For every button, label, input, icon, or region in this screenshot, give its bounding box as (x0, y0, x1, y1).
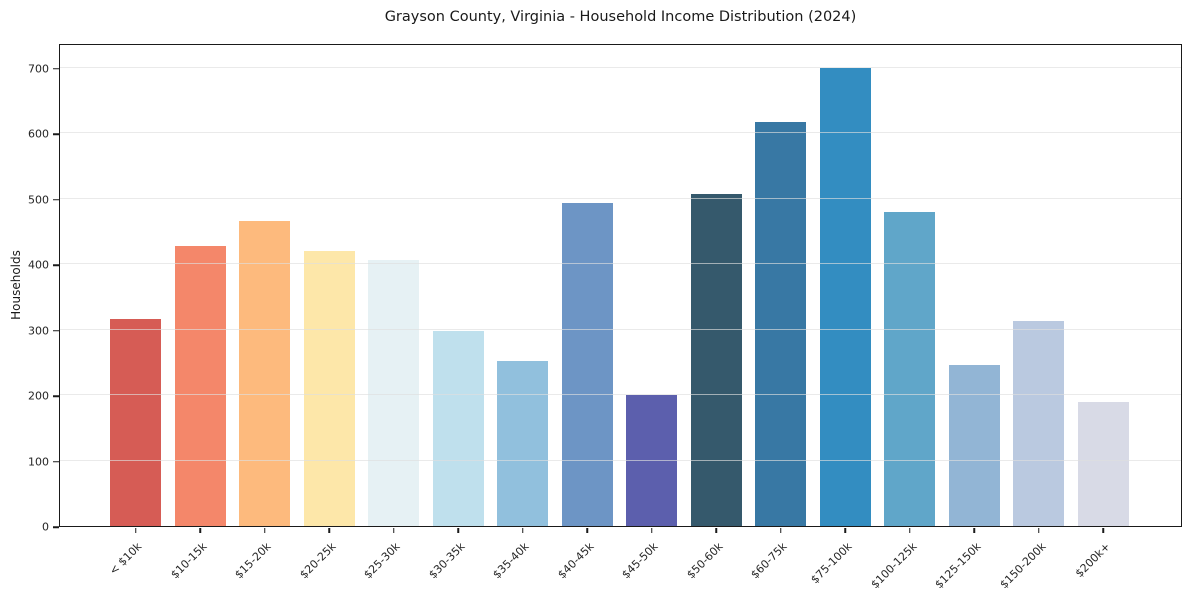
bar (174, 245, 226, 526)
x-tick-mark (521, 527, 524, 533)
x-tick-label: $10-15k (167, 540, 210, 582)
bar-slot: $25-30k (362, 45, 420, 581)
x-tick-mark (134, 527, 137, 533)
y-tick-mark (53, 329, 59, 332)
x-tick-mark (844, 527, 847, 533)
bar-slot: $50-60k (684, 45, 742, 581)
y-tick-label: 400 (28, 258, 49, 272)
y-tick-mark (53, 133, 59, 135)
bar (819, 67, 871, 526)
bar-slot: $150-200k (997, 45, 1065, 590)
x-tick-label: $50-60k (684, 540, 726, 582)
x-tick-mark (199, 527, 201, 533)
x-tick-mark (1102, 527, 1105, 533)
x-tick-label: $30-35k (426, 540, 468, 582)
y-tick-label: 500 (28, 193, 49, 207)
x-tick-mark (457, 527, 459, 533)
bar (432, 330, 484, 526)
x-tick-label: $20-25k (297, 540, 339, 582)
x-tick-label: $45-50k (619, 540, 661, 582)
y-tick-label: 100 (28, 455, 49, 468)
bar-slot: $45-50k (620, 45, 678, 581)
x-tick-label: < $10k (107, 540, 145, 578)
bar (1077, 401, 1129, 526)
bar-slot: $200k+ (1073, 45, 1129, 580)
y-tick-mark (53, 264, 59, 266)
x-tick-label: $25-30k (361, 540, 403, 582)
bar-slot: $75-100k (808, 45, 871, 586)
y-tick-mark (53, 526, 59, 528)
x-tick-mark (263, 527, 266, 533)
bar (884, 211, 936, 526)
y-tick-mark (53, 198, 59, 201)
y-tick-label: 600 (28, 127, 49, 141)
bar (755, 122, 807, 526)
x-tick-label: $40-45k (555, 540, 597, 582)
y-tick-mark (53, 460, 59, 463)
bar-slot: $60-75k (749, 45, 807, 581)
x-tick-mark (973, 527, 976, 533)
bar (110, 318, 161, 526)
bar-slot: $35-40k (491, 45, 549, 581)
chart-title: Grayson County, Virginia - Household Inc… (384, 9, 857, 25)
bars-container: < $10k $10-15k $15-20k $20-25k $25-30k $30-35… (107, 45, 1129, 590)
bar (368, 260, 420, 526)
bar-slot: $125-150k (932, 45, 1000, 590)
x-tick-mark (780, 527, 782, 533)
y-tick-label: 200 (28, 389, 49, 403)
bar (690, 194, 742, 526)
bar-slot: $30-35k (426, 45, 484, 581)
x-tick-label: $15-20k (232, 540, 274, 582)
x-tick-mark (909, 527, 911, 533)
bar (497, 361, 549, 526)
bar (948, 364, 1000, 526)
bar-slot: < $10k (107, 45, 161, 578)
x-tick-label: $75-100k (808, 540, 855, 587)
y-tick-mark (53, 395, 59, 397)
x-tick-label: $35-40k (490, 540, 532, 582)
x-tick-label: $60-75k (748, 540, 791, 582)
x-tick-mark (392, 527, 395, 533)
y-tick-label: 300 (28, 324, 49, 338)
bar-slot: $15-20k (232, 45, 291, 581)
y-tick-mark (53, 67, 59, 70)
x-tick-mark (651, 527, 653, 533)
bar-slot: $40-45k (555, 45, 613, 581)
y-tick-label: 700 (28, 62, 49, 76)
bar (239, 220, 291, 526)
x-tick-label: $150-200k (996, 540, 1049, 590)
x-tick-mark (328, 527, 330, 533)
bar-slot: $20-25k (297, 45, 355, 581)
bar (626, 395, 678, 526)
y-tick-label: 0 (42, 520, 49, 534)
bar (1013, 321, 1065, 526)
bar-slot: $10-15k (168, 45, 226, 581)
x-tick-mark (586, 527, 588, 533)
x-tick-label: $100-125k (867, 540, 920, 590)
plot-area: < $10k $10-15k $15-20k $20-25k $25-30k $30-35… (59, 44, 1182, 590)
bar (303, 251, 355, 526)
bar-slot: $100-125k (868, 45, 936, 590)
x-tick-mark (1038, 527, 1040, 533)
x-tick-mark (715, 527, 718, 533)
bar (561, 202, 613, 526)
x-tick-label: $200k+ (1072, 540, 1113, 581)
x-tick-label: $125-150k (932, 540, 984, 590)
